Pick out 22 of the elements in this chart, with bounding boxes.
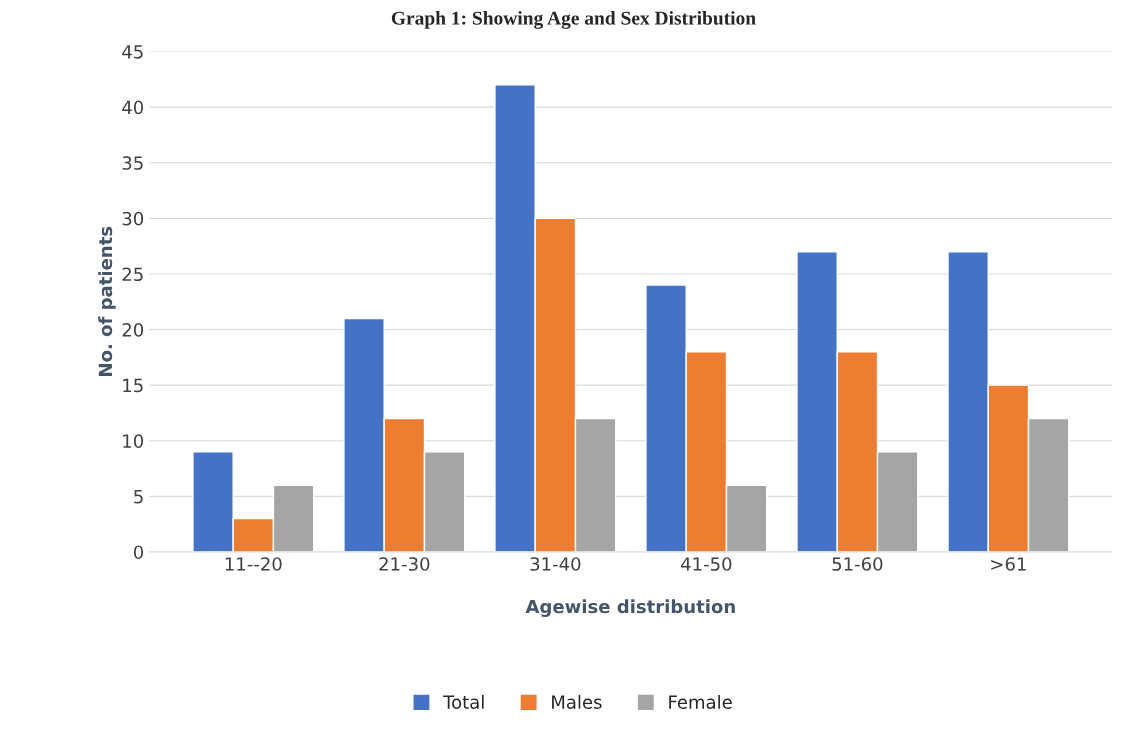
x-tick-label: 51-60 xyxy=(832,557,883,571)
chart-title: Graph 1: Showing Age and Sex Distribution xyxy=(391,11,756,29)
legend-label: Female xyxy=(669,694,732,709)
x-axis-title: Agewise distribution xyxy=(525,599,735,617)
legend-label: Total xyxy=(443,694,484,709)
y-tick-label: 25 xyxy=(122,267,143,282)
y-axis-title: No. of patients xyxy=(98,226,116,376)
x-tick-label: 41-50 xyxy=(681,557,732,571)
y-tick-label: 35 xyxy=(122,156,143,170)
y-tick-label: 0 xyxy=(133,545,144,560)
x-tick-label: 21-30 xyxy=(379,557,430,571)
y-tick-label: 30 xyxy=(122,211,144,226)
x-tick-label: 31-40 xyxy=(530,557,581,571)
y-tick-label: 15 xyxy=(123,378,143,393)
y-tick-label: 20 xyxy=(122,323,144,337)
legend-label: Males xyxy=(552,694,602,709)
x-tick-label: >61 xyxy=(991,557,1026,571)
y-tick-label: 45 xyxy=(122,45,143,59)
y-tick-label: 40 xyxy=(122,100,144,115)
y-tick-label: 5 xyxy=(134,490,143,504)
y-tick-label: 10 xyxy=(123,434,144,448)
x-tick-label: 11--20 xyxy=(225,557,282,571)
